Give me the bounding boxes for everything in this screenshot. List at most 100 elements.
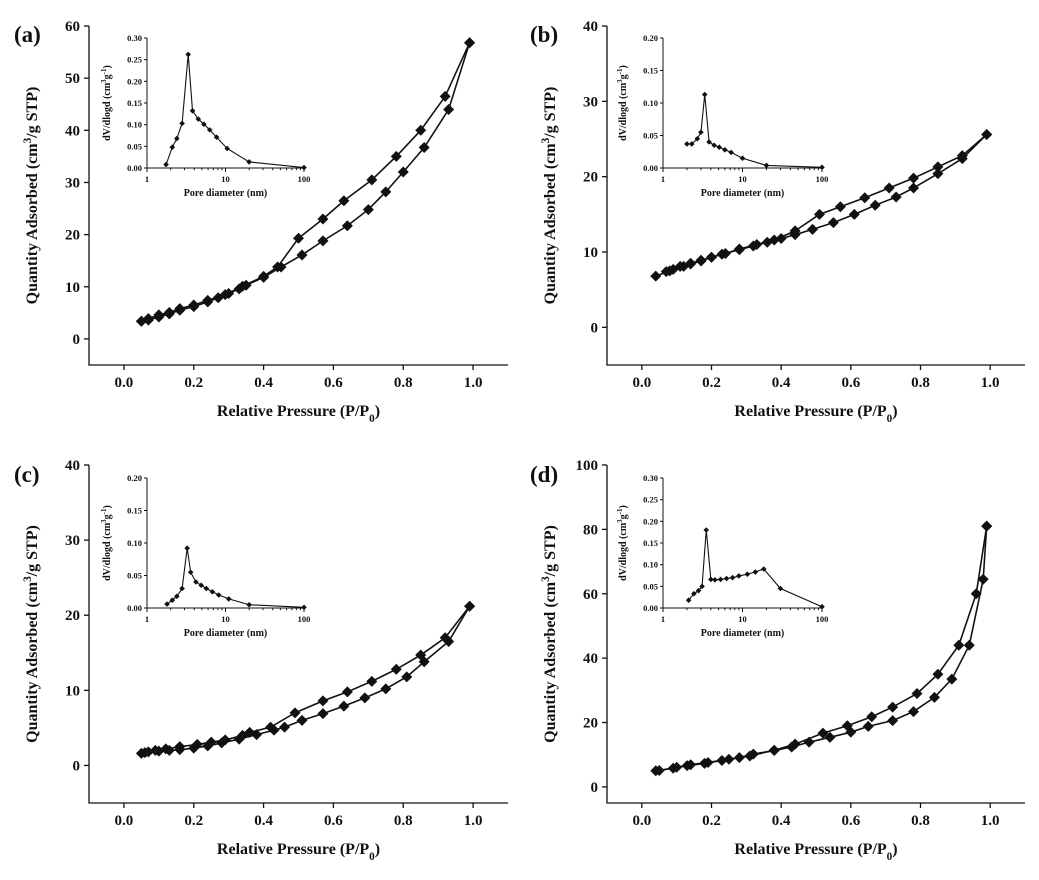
x-tick-label: 0.6 <box>841 375 860 391</box>
data-point <box>789 738 801 750</box>
inset-chart: 0.00 0.05 0.10 0.15 0.20 0.25 0.30 1 10 100 Pore d… <box>616 473 828 639</box>
inset-y-tick-label: 0.15 <box>127 506 142 516</box>
data-point <box>202 294 214 306</box>
inset-x-axis-title: Pore diameter (nm) <box>701 628 785 639</box>
data-point <box>887 701 899 713</box>
data-point <box>841 720 853 732</box>
data-point <box>439 90 451 102</box>
data-point <box>464 600 476 612</box>
inset-x-axis-title: Pore diameter (nm) <box>184 628 268 639</box>
axis-frame <box>88 465 508 804</box>
x-tick-label: 0.6 <box>324 813 343 829</box>
inset-data-point <box>184 545 190 551</box>
inset-data-point <box>694 135 701 142</box>
data-point <box>911 688 923 700</box>
inset-data-point <box>684 141 690 147</box>
data-point <box>744 750 756 762</box>
y-tick-label: 30 <box>65 175 80 191</box>
inset-y-axis-title: dV/dlogd (cm3g-1) <box>616 65 629 141</box>
inset-x-tick-label: 100 <box>816 614 829 624</box>
data-point <box>768 234 780 246</box>
data-point <box>237 280 249 292</box>
y-tick-label: 20 <box>65 608 80 624</box>
inset-data-point <box>193 579 199 585</box>
inset-data-point <box>169 144 176 150</box>
inset-y-tick-label: 0.25 <box>643 495 658 505</box>
data-point <box>660 266 672 278</box>
x-tick-label: 0.0 <box>115 375 134 391</box>
data-point <box>932 168 944 180</box>
data-point <box>932 161 944 173</box>
data-point <box>807 223 819 235</box>
x-tick-label: 1.0 <box>981 813 1000 829</box>
x-tick-label: 0.6 <box>324 375 343 391</box>
inset-data-point <box>728 149 734 156</box>
inset-x-tick-label: 100 <box>298 174 311 184</box>
data-point <box>946 673 958 685</box>
inset-y-tick-label: 0.20 <box>643 516 658 526</box>
y-tick-label: 0 <box>73 758 81 774</box>
data-point <box>890 191 902 203</box>
data-point <box>908 182 920 194</box>
data-point <box>397 166 409 178</box>
data-point <box>928 691 940 703</box>
inset-y-tick-label: 0.05 <box>643 131 658 141</box>
y-tick-label: 0 <box>591 780 599 796</box>
inset-y-tick-label: 0.10 <box>127 120 142 130</box>
data-point <box>977 573 989 585</box>
y-tick-label: 60 <box>65 19 80 35</box>
data-point <box>258 270 270 282</box>
inset-data-point <box>164 601 170 607</box>
data-point <box>338 700 350 712</box>
inset-series-line <box>688 529 823 608</box>
data-point <box>789 225 801 237</box>
inset-data-point <box>246 159 252 165</box>
data-point <box>296 714 308 726</box>
data-point <box>205 736 217 748</box>
y-tick-label: 40 <box>583 651 598 667</box>
data-point <box>279 721 291 733</box>
y-tick-label: 80 <box>583 522 598 538</box>
data-point <box>219 289 231 301</box>
inset-data-point <box>201 121 207 128</box>
data-point <box>862 720 874 732</box>
axis-frame <box>88 26 508 366</box>
data-point <box>824 731 836 743</box>
inset-y-tick-label: 0.20 <box>127 76 142 86</box>
x-axis-title: Relative Pressure (P/P0) <box>217 841 380 863</box>
data-point <box>768 744 780 756</box>
inset-y-tick-label: 0.05 <box>643 581 658 591</box>
data-point <box>650 270 662 282</box>
y-tick-label: 0 <box>73 332 81 348</box>
inset-data-point <box>179 120 185 127</box>
data-point <box>160 743 172 755</box>
data-point <box>135 315 147 327</box>
x-tick-label: 1.0 <box>464 813 483 829</box>
panel-label: (b) <box>530 22 558 47</box>
data-point <box>163 306 175 318</box>
data-point <box>380 186 392 198</box>
data-point <box>289 707 301 719</box>
inset-data-point <box>736 573 742 579</box>
y-tick-label: 0 <box>591 320 599 336</box>
inset-data-point <box>708 576 714 583</box>
inset-data-point <box>225 596 232 602</box>
inset-data-point <box>195 116 202 122</box>
inset-data-point <box>185 51 192 58</box>
data-point <box>272 261 284 273</box>
data-point <box>869 199 881 211</box>
inset-data-point <box>206 127 213 133</box>
y-tick-label: 20 <box>583 716 598 732</box>
inset-data-point <box>819 603 825 610</box>
x-tick-label: 0.8 <box>394 813 413 829</box>
inset-data-point <box>187 569 194 576</box>
inset-y-tick-label: 0.00 <box>643 163 658 173</box>
inset-data-point <box>301 604 307 611</box>
inset-y-tick-label: 0.20 <box>643 33 658 43</box>
inset-data-point <box>711 142 717 149</box>
inset-data-point <box>706 139 712 145</box>
data-point <box>237 729 249 741</box>
inset-data-point <box>739 155 746 162</box>
inset-chart: 0.00 0.05 0.10 0.15 0.20 1 10 100 Pore diameter … <box>616 33 828 199</box>
